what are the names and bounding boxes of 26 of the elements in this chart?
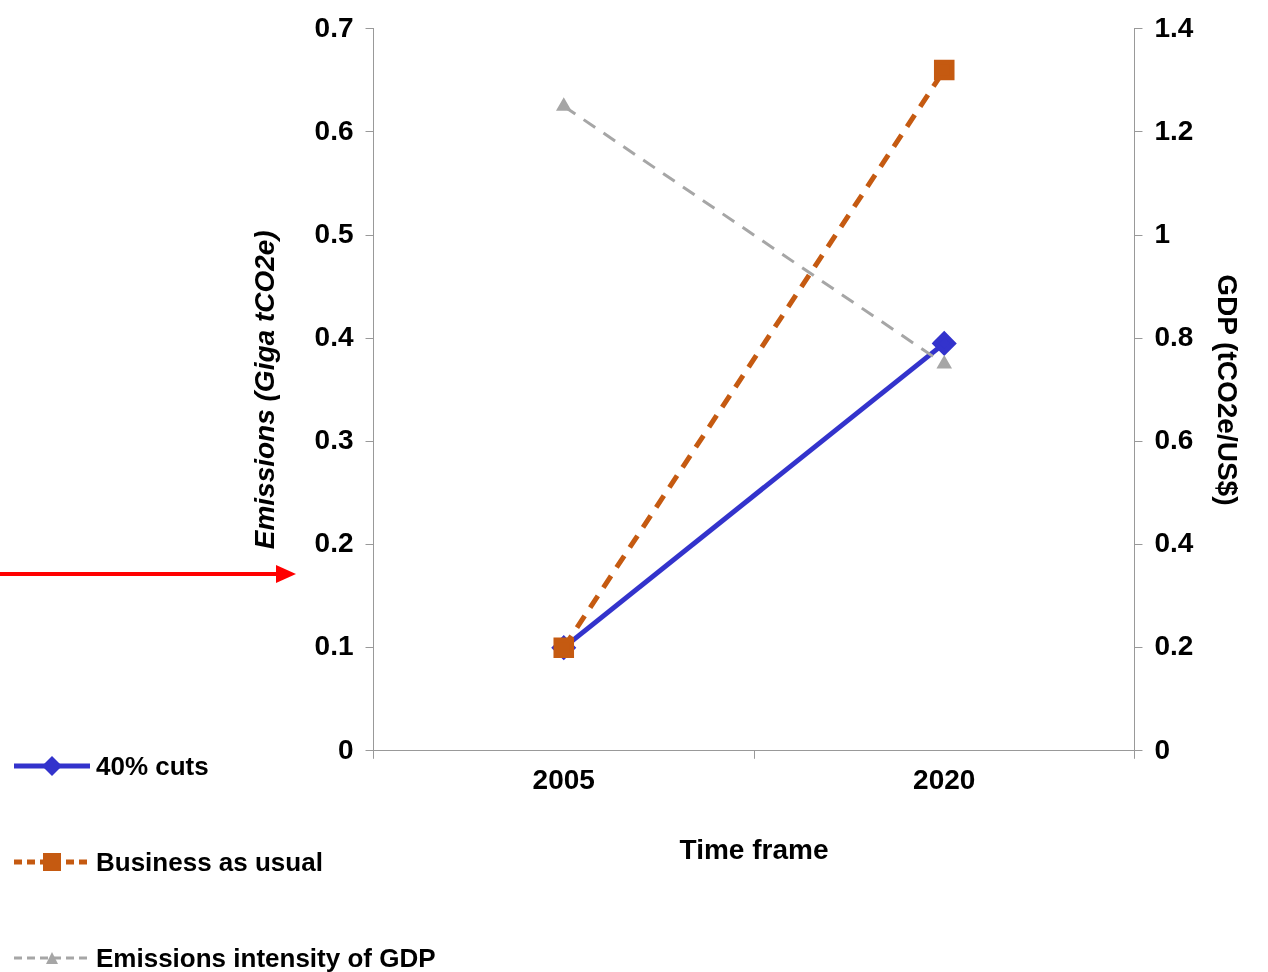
y-tick-label: 0.5	[314, 217, 354, 249]
x-tick-label: 2020	[913, 764, 976, 796]
x-tick-label: 2005	[532, 764, 595, 796]
y2-tick-label: 0.2	[1154, 630, 1194, 662]
y2-tick-label: 1.4	[1154, 11, 1194, 43]
y-tick-label: 0.7	[314, 11, 354, 43]
y2-tick-label: 1	[1154, 217, 1171, 249]
y2-axis-title: GDP (tCO2e/US$)	[1212, 274, 1244, 506]
y-tick-label: 0.2	[314, 527, 354, 559]
point	[933, 59, 955, 81]
y-tick-label: 0	[337, 733, 354, 765]
y-axis-title: Emissions (Giga tCO2e)	[248, 230, 280, 550]
y-tick-label: 0.4	[314, 320, 354, 352]
y2-tick-label: 0.8	[1154, 320, 1194, 352]
legend-label: Business as usual	[96, 846, 323, 878]
legend-label: Emissions intensity of GDP	[96, 942, 436, 972]
y-tick-label: 0.6	[314, 114, 354, 146]
y2-tick-label: 0.4	[1154, 527, 1194, 559]
x-axis-title: Time frame	[679, 833, 829, 865]
y2-tick-label: 0	[1154, 733, 1171, 765]
legend-label: 40% cuts	[96, 750, 209, 782]
y-tick-label: 0.1	[314, 630, 354, 662]
y2-tick-label: 0.6	[1154, 424, 1194, 456]
y-tick-label: 0.3	[314, 424, 354, 456]
y2-tick-label: 1.2	[1154, 114, 1194, 146]
point	[932, 331, 956, 355]
